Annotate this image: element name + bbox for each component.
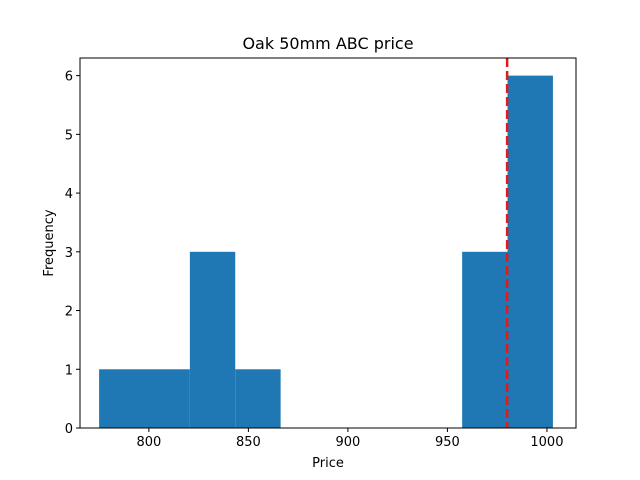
x-axis-label: Price [312,456,344,471]
x-axis-ticks: 800 850 900 950 1000 [136,428,563,450]
histogram-bar-2 [189,251,236,428]
histogram-bar-0 [99,369,145,428]
y-tick-label: 2 [65,305,73,320]
histogram-bar-8 [462,251,508,428]
bars-group [99,75,553,428]
y-axis-ticks: 0 1 2 3 4 5 6 [65,70,80,437]
y-tick-label: 4 [65,187,73,202]
y-tick-label: 5 [65,128,73,143]
histogram-bar-3 [235,369,281,428]
x-tick-label: 800 [136,435,161,450]
y-axis-label: Frequency [42,209,57,276]
x-tick-label: 950 [435,435,460,450]
y-tick-label: 0 [65,422,73,437]
chart-title: Oak 50mm ABC price [242,34,413,53]
y-tick-label: 6 [65,70,73,85]
x-tick-label: 900 [335,435,360,450]
x-tick-label: 1000 [530,435,563,450]
plot-frame [79,57,577,429]
histogram-bar-1 [144,369,190,428]
x-tick-label: 850 [236,435,261,450]
y-tick-label: 1 [65,363,73,378]
y-tick-label: 3 [65,246,73,261]
histogram-bar-9 [507,75,553,428]
